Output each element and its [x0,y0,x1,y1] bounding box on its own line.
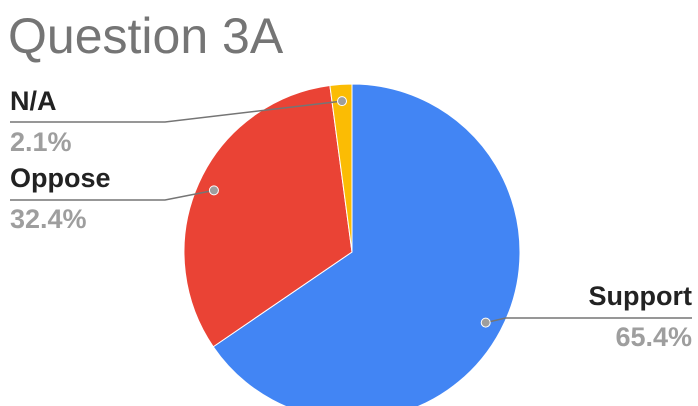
slice-label: N/A [10,86,57,116]
leader-line [10,189,215,201]
pie-slice [329,83,353,253]
leader-line [10,100,343,123]
chart-title: Question 3A [8,8,284,64]
slice-value-label: 32.4% [10,204,87,234]
leader-line [485,317,692,324]
leader-dot [480,317,491,328]
slice-label: Oppose [10,163,111,193]
slice-label: Support [589,281,692,311]
pie-slice [212,83,521,406]
slice-value-label: 65.4% [615,322,692,352]
slice-value-label: 2.1% [10,127,72,157]
leader-dot [337,96,348,107]
leader-dot [208,185,219,196]
pie-slice [183,84,353,348]
